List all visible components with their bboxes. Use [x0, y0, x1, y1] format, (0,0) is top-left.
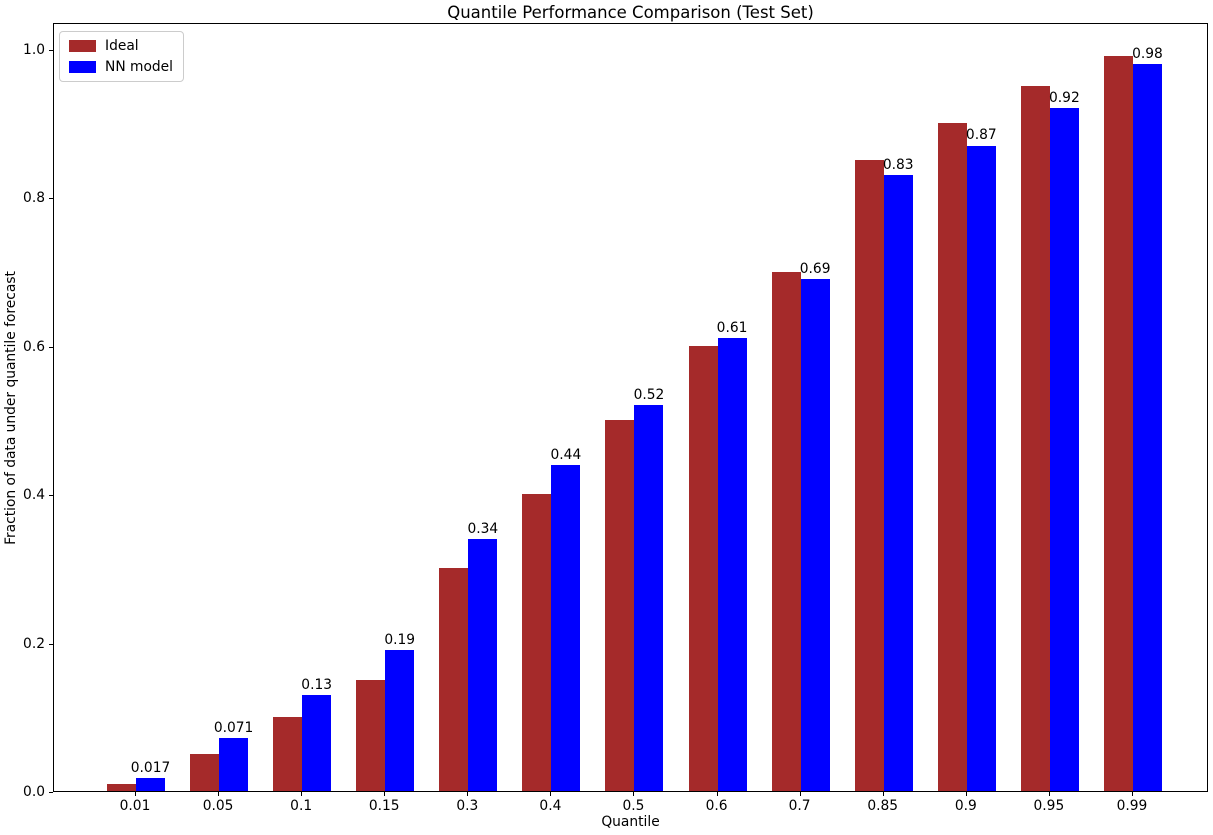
bar-nn-model: [468, 538, 498, 791]
y-axis-label: Fraction of data under quantile forecast: [3, 271, 19, 545]
x-tick-mark: [218, 792, 220, 796]
bar-value-label: 0.44: [550, 446, 582, 463]
bar-nn-model: [966, 145, 996, 791]
bar-ideal: [688, 345, 718, 791]
x-tick-label: 0.1: [290, 798, 313, 814]
nn-model-color-swatch: [69, 61, 96, 73]
bar-nn-model: [1132, 63, 1162, 791]
bar-nn-model: [717, 338, 747, 791]
bar-ideal: [937, 123, 967, 791]
bar-value-label: 0.13: [301, 676, 333, 693]
x-tick-mark: [965, 792, 967, 796]
x-tick-label: 0.3: [456, 798, 479, 814]
y-tick-label: 0.0: [23, 784, 45, 800]
bar-nn-model: [1049, 108, 1079, 791]
bar-value-label: 0.98: [1132, 45, 1163, 62]
ideal-color-swatch: [69, 40, 96, 52]
y-tick-label: 0.2: [23, 635, 45, 652]
x-tick-mark: [799, 792, 801, 796]
bar-ideal: [107, 783, 136, 791]
x-tick-label: 0.4: [539, 798, 562, 814]
y-tick-mark: [49, 50, 53, 51]
y-tick-mark: [49, 198, 53, 200]
x-tick-label: 0.01: [119, 798, 151, 814]
x-tick-mark: [135, 792, 136, 796]
bar-ideal: [190, 753, 220, 791]
y-tick-label: 0.6: [23, 338, 45, 355]
y-tick-label: 1.0: [23, 42, 45, 58]
plot-area: 0.017 0.071 0.13 0.19 0.34 0.44 0.52 0.61 0.69 0.…: [53, 23, 1208, 792]
legend-label-nn-model: NN model: [105, 59, 173, 75]
bar-ideal: [854, 160, 884, 791]
bar-value-label: 0.017: [130, 760, 171, 777]
x-tick-mark: [467, 792, 469, 796]
bar-nn-model: [800, 279, 830, 791]
y-tick-mark: [49, 346, 53, 348]
x-tick-label: 0.7: [788, 798, 811, 814]
x-tick-mark: [716, 792, 718, 796]
bar-nn-model: [136, 778, 165, 791]
bar-value-label: 0.071: [213, 720, 254, 737]
chart-title: Quantile Performance Comparison (Test Se…: [447, 3, 814, 22]
x-tick-mark: [1131, 792, 1133, 796]
bar-value-label: 0.61: [716, 320, 748, 337]
x-tick-label: 0.85: [867, 798, 899, 814]
bar-value-label: 0.52: [633, 387, 665, 404]
x-tick-mark: [384, 792, 386, 796]
y-tick-label: 0.8: [23, 190, 45, 207]
x-tick-mark: [301, 792, 303, 796]
bar-ideal: [1103, 56, 1133, 791]
y-tick-label: 0.4: [23, 487, 45, 504]
x-tick-label: 0.9: [954, 798, 977, 814]
bar-nn-model: [219, 738, 249, 791]
bar-value-label: 0.83: [882, 157, 914, 174]
y-tick-mark: [49, 643, 53, 645]
bar-nn-model: [883, 175, 913, 791]
bar-ideal: [356, 679, 386, 791]
x-axis-label: Quantile: [601, 814, 660, 830]
legend-entry-nn-model: NN model: [69, 59, 173, 75]
x-tick-label: 0.6: [705, 798, 728, 814]
x-tick-mark: [882, 792, 884, 796]
bar-nn-model: [634, 405, 664, 791]
legend-entry-ideal: Ideal: [69, 38, 173, 54]
bar-value-label: 0.92: [1049, 90, 1080, 107]
bar-nn-model: [551, 464, 581, 791]
x-tick-label: 0.5: [622, 798, 645, 814]
x-tick-label: 0.05: [202, 798, 234, 814]
x-tick-mark: [550, 792, 552, 796]
y-tick-mark: [49, 792, 53, 793]
bar-ideal: [605, 420, 635, 791]
bar-ideal: [1020, 86, 1050, 791]
bar-ideal: [439, 568, 469, 791]
legend-label-ideal: Ideal: [105, 38, 139, 54]
bar-nn-model: [302, 694, 332, 791]
y-tick-mark: [49, 495, 53, 497]
bar-value-label: 0.69: [799, 261, 831, 278]
legend: Ideal NN model: [59, 31, 184, 82]
bar-ideal: [273, 716, 303, 791]
x-tick-label: 0.15: [368, 798, 400, 814]
bar-nn-model: [385, 650, 415, 791]
bar-ideal: [522, 494, 552, 791]
bar-value-label: 0.19: [384, 632, 416, 649]
bar-ideal: [771, 271, 801, 791]
bar-value-label: 0.34: [467, 520, 499, 537]
x-tick-label: 0.99: [1116, 798, 1148, 814]
x-tick-mark: [1048, 792, 1050, 796]
x-tick-mark: [633, 792, 635, 796]
bar-value-label: 0.87: [965, 127, 997, 144]
x-tick-label: 0.95: [1033, 798, 1065, 814]
